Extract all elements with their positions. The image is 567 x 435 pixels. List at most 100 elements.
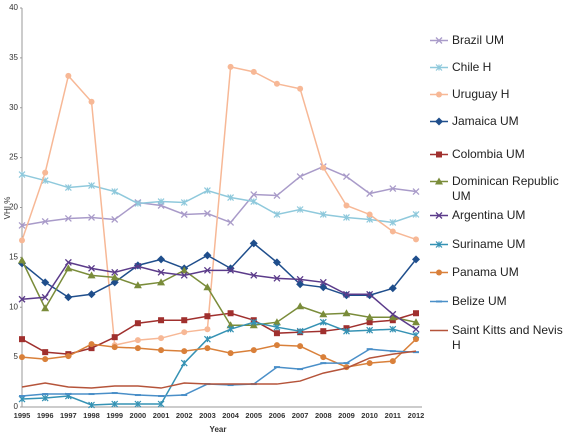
- marker: [158, 317, 165, 324]
- marker: [180, 199, 188, 206]
- marker: [203, 266, 211, 274]
- x-tick-label: 2002: [176, 411, 193, 420]
- marker: [158, 347, 165, 354]
- marker: [319, 283, 328, 292]
- x-tick-label: 1995: [14, 411, 31, 420]
- marker: [296, 327, 304, 335]
- legend-swatch: [430, 300, 448, 303]
- legend-swatch: [430, 212, 448, 219]
- marker: [273, 323, 281, 331]
- x-tick-label: 2011: [385, 411, 401, 420]
- marker: [273, 330, 280, 337]
- marker: [413, 310, 419, 317]
- x-tick-label: 2007: [292, 411, 309, 420]
- legend-label: Saint Kitts and Nevis H: [452, 323, 563, 352]
- marker: [110, 273, 119, 281]
- marker: [319, 318, 327, 326]
- marker: [181, 348, 188, 355]
- marker: [203, 283, 212, 291]
- chart: VHI % Year 0 5 10 15 20 25 30 35 40 1995 1996 1997 1…: [3, 3, 424, 434]
- x-tick-label: 2003: [199, 411, 216, 420]
- legend-label: Brazil UM: [452, 33, 505, 47]
- marker: [343, 173, 350, 181]
- marker: [41, 293, 49, 301]
- marker: [343, 202, 350, 209]
- series: [18, 256, 420, 329]
- marker: [203, 335, 211, 343]
- marker: [343, 214, 350, 221]
- marker: [157, 198, 165, 205]
- marker: [227, 310, 234, 317]
- marker: [88, 182, 95, 189]
- marker: [366, 326, 374, 334]
- series-line: [21, 65, 417, 347]
- series-line: [21, 261, 417, 330]
- series: [18, 318, 420, 409]
- marker: [41, 304, 50, 312]
- marker: [227, 325, 235, 333]
- series-line: [21, 321, 417, 406]
- marker: [111, 188, 119, 195]
- marker: [111, 344, 118, 351]
- marker: [389, 185, 397, 193]
- marker: [88, 214, 95, 221]
- series: [18, 258, 420, 333]
- marker: [389, 219, 397, 226]
- legend-entry: Dominican Republic UM: [428, 174, 567, 204]
- marker: [342, 309, 351, 317]
- series: [21, 350, 417, 389]
- legend-swatch: [430, 241, 448, 248]
- x-tick-label: 1996: [37, 411, 54, 420]
- marker: [134, 337, 141, 344]
- marker: [180, 266, 189, 274]
- series-line: [21, 350, 417, 389]
- marker: [273, 80, 280, 87]
- marker: [227, 219, 235, 226]
- series: [19, 63, 419, 349]
- series-line: [21, 260, 417, 326]
- marker: [319, 211, 327, 218]
- marker: [388, 284, 397, 293]
- marker: [366, 360, 373, 367]
- marker: [88, 98, 95, 105]
- marker: [320, 354, 327, 361]
- legend-swatch: [430, 37, 448, 44]
- x-tick-label: 2008: [315, 411, 332, 420]
- marker: [320, 328, 327, 335]
- marker: [272, 318, 281, 326]
- marker: [227, 350, 234, 357]
- marker: [296, 206, 304, 213]
- marker: [111, 400, 119, 408]
- legend-entry: Chile H: [428, 60, 567, 75]
- x-tick-label: 1997: [60, 411, 77, 420]
- y-tick-label: 35: [9, 53, 18, 62]
- marker: [435, 241, 443, 248]
- marker: [180, 359, 188, 367]
- marker: [180, 271, 188, 279]
- marker: [412, 318, 420, 326]
- legend-swatch: [430, 269, 448, 276]
- legend-label: Argentina UM: [452, 208, 526, 222]
- marker: [204, 345, 211, 352]
- marker: [273, 274, 281, 282]
- legend-label: Panama UM: [452, 265, 519, 279]
- marker: [366, 190, 374, 197]
- marker: [203, 251, 212, 260]
- marker: [412, 255, 420, 264]
- marker: [87, 290, 96, 299]
- marker: [157, 400, 165, 408]
- marker: [203, 210, 211, 217]
- marker: [413, 336, 419, 343]
- marker: [203, 187, 211, 194]
- marker: [436, 269, 442, 276]
- marker: [42, 169, 49, 176]
- marker: [18, 295, 26, 303]
- marker: [65, 353, 72, 360]
- marker: [296, 275, 304, 283]
- marker: [88, 345, 95, 352]
- marker: [134, 320, 141, 327]
- marker: [297, 343, 304, 350]
- y-tick-label: 30: [9, 103, 18, 112]
- legend-entry: Colombia UM: [428, 147, 567, 162]
